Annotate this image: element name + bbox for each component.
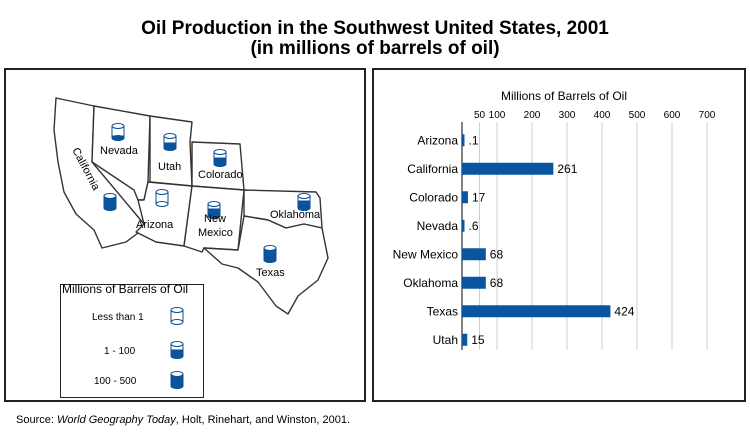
value-label: 68 (490, 247, 504, 261)
value-label: 15 (471, 333, 485, 347)
utah-barrel-icon (163, 133, 177, 151)
bar (462, 305, 611, 318)
bar (462, 248, 486, 261)
x-tick-label: 100 (489, 110, 506, 121)
barrel-icons (103, 123, 311, 263)
southwest-map: Nevada Utah Colorado California Arizona … (53, 97, 329, 315)
chart-title: Oil Production in the Southwest United S… (141, 18, 609, 39)
bar (462, 333, 468, 346)
nevada-barrel-icon (111, 123, 125, 141)
bar (462, 219, 465, 232)
legend-barrel-medium-icon (170, 341, 184, 359)
category-label: California (407, 162, 458, 176)
category-label: Texas (427, 304, 458, 318)
source-prefix: Source: (16, 414, 57, 426)
legend-barrels (170, 307, 184, 389)
oklahoma-barrel-icon (297, 193, 311, 211)
legend-barrel-large-icon (170, 371, 184, 389)
value-label: .6 (469, 219, 479, 233)
legend-item-label: Less than 1 (92, 312, 144, 323)
chart-subtitle: (in millions of barrels of oil) (250, 38, 500, 59)
bar-chart-panel: Millions of Barrels of Oil 50 100 200 300 40… (372, 68, 746, 402)
legend-title: Millions of Barrels of Oil (62, 282, 189, 296)
legend-item-label: 1 - 100 (104, 346, 136, 357)
bar-chart: Millions of Barrels of Oil 50 100 200 300 40… (393, 89, 716, 350)
category-label: Arizona (417, 133, 458, 147)
new-mexico-label-line2: Mexico (198, 227, 233, 239)
value-label: 17 (472, 190, 486, 204)
bar-chart-title: Millions of Barrels of Oil (501, 89, 627, 103)
nevada-label: Nevada (100, 145, 139, 157)
colorado-barrel-icon (213, 149, 227, 167)
bar (462, 191, 468, 204)
x-tick-label: 700 (699, 110, 716, 121)
texas-shape (203, 215, 329, 315)
value-label: 68 (490, 276, 504, 290)
legend-item-label: 100 - 500 (94, 376, 137, 387)
utah-shape (149, 115, 193, 187)
x-tick-label: 200 (524, 110, 541, 121)
texas-barrel-icon (263, 245, 277, 263)
oklahoma-label: Oklahoma (270, 209, 321, 221)
category-label: Nevada (417, 219, 459, 233)
value-label: 261 (557, 162, 577, 176)
legend-barrel-small-icon (170, 307, 184, 325)
arizona-barrel-icon (155, 189, 169, 207)
x-tick-label: 400 (594, 110, 611, 121)
category-label: Oklahoma (403, 276, 458, 290)
texas-label: Texas (256, 267, 285, 279)
x-tick-label: 600 (664, 110, 681, 121)
new-mexico-barrel-icon (207, 201, 221, 219)
category-label: Utah (433, 333, 458, 347)
source-citation: Source: World Geography Today, Holt, Rin… (16, 414, 350, 426)
category-label: Colorado (409, 190, 458, 204)
x-tick-label: 300 (559, 110, 576, 121)
bar (462, 162, 554, 175)
value-label: 424 (614, 304, 634, 318)
category-label: New Mexico (393, 247, 459, 261)
x-tick-label: 50 (474, 110, 486, 121)
utah-label: Utah (158, 161, 181, 173)
source-suffix: , Holt, Rinehart, and Winston, 2001. (175, 414, 351, 426)
source-title: World Geography Today (56, 414, 176, 426)
x-tick-label: 500 (629, 110, 646, 121)
bar (462, 134, 465, 147)
new-mexico-label-line1: New (204, 213, 226, 225)
value-label: .1 (469, 133, 479, 147)
california-barrel-icon (103, 193, 117, 211)
colorado-label: Colorado (198, 169, 243, 181)
map-panel: Nevada Utah Colorado California Arizona … (4, 68, 366, 402)
arizona-label: Arizona (136, 219, 174, 231)
bar (462, 276, 486, 289)
